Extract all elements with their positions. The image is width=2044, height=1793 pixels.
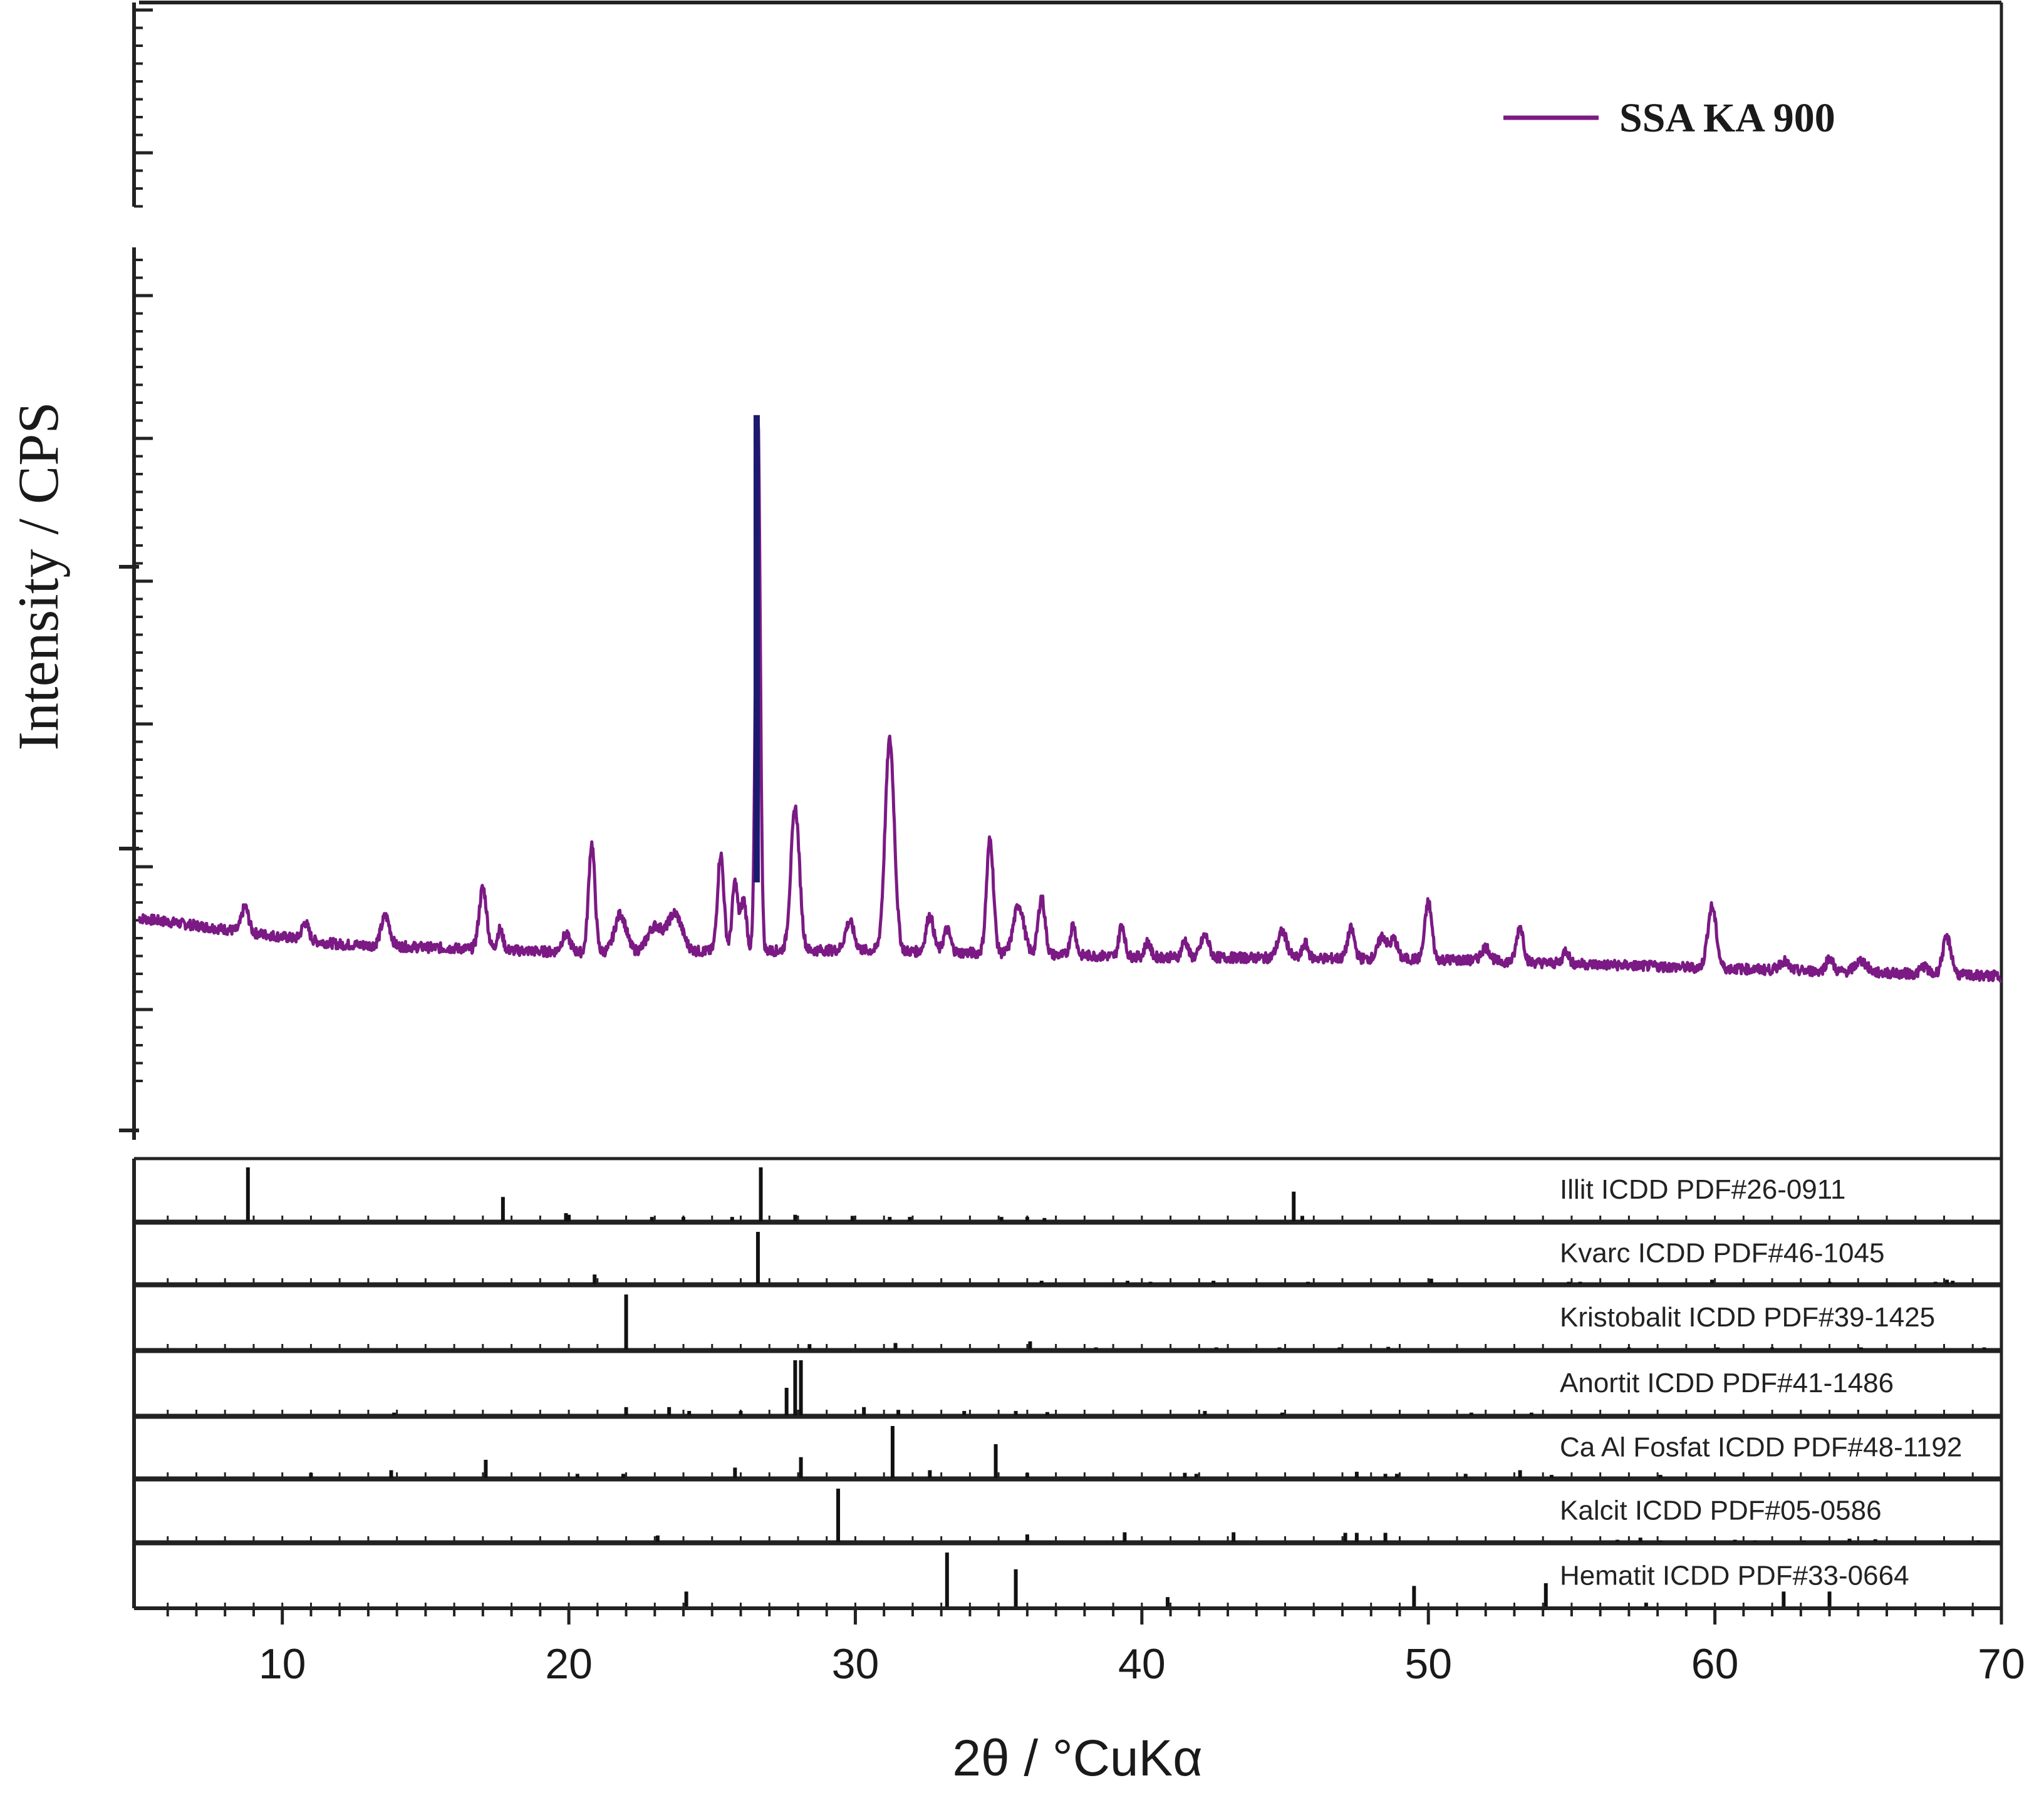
reference-pattern-label: Ca Al Fosfat ICDD PDF#48-1192 xyxy=(1560,1432,1962,1463)
reference-panel: Kristobalit ICDD PDF#39-1425 xyxy=(134,1284,2003,1351)
reference-panel: Kalcit ICDD PDF#05-0586 xyxy=(134,1478,2003,1544)
reference-pattern-label: Kalcit ICDD PDF#05-0586 xyxy=(1560,1496,1882,1526)
x-axis: 10 20 30 40 50 60 70 xyxy=(134,1606,2025,1688)
main-plot-series xyxy=(138,415,2003,983)
reference-panel: Anortit ICDD PDF#41-1486 xyxy=(134,1350,2003,1417)
x-tick-label: 20 xyxy=(545,1640,593,1688)
main-plot-axes xyxy=(119,1,2003,1608)
x-tick-label: 10 xyxy=(259,1640,306,1688)
x-tick-label: 50 xyxy=(1404,1640,1452,1688)
reference-pattern-label: Kvarc ICDD PDF#46-1045 xyxy=(1560,1238,1884,1269)
reference-pattern-label: Illit ICDD PDF#26-0911 xyxy=(1560,1174,1845,1205)
reference-panel: Illit ICDD PDF#26-0911 xyxy=(134,1157,2003,1223)
reference-panel: Ca Al Fosfat ICDD PDF#48-1192 xyxy=(134,1415,2003,1480)
main-peak-highlight xyxy=(753,415,760,882)
reference-panels: Illit ICDD PDF#26-0911 Kvarc ICDD PDF#46-… xyxy=(134,1157,2003,1610)
x-tick-label: 30 xyxy=(832,1640,879,1688)
reference-panel: Kvarc ICDD PDF#46-1045 xyxy=(134,1221,2003,1286)
legend-entry-label: SSA KA 900 xyxy=(1619,95,1835,141)
legend: SSA KA 900 xyxy=(1503,95,1835,141)
series-line-ssa-ka-900 xyxy=(138,416,2003,983)
reference-pattern-label: Hematit ICDD PDF#33-0664 xyxy=(1560,1561,1909,1591)
reference-pattern-label: Anortit ICDD PDF#41-1486 xyxy=(1560,1368,1894,1398)
x-tick-label: 40 xyxy=(1118,1640,1166,1688)
x-axis-title: 2θ / °CuKα xyxy=(952,1730,1202,1787)
x-tick-label: 60 xyxy=(1691,1640,1739,1688)
y-axis-title: Intensity / CPS xyxy=(6,401,70,750)
x-tick-label: 70 xyxy=(1978,1640,2025,1688)
reference-pattern-label: Kristobalit ICDD PDF#39-1425 xyxy=(1560,1302,1935,1333)
